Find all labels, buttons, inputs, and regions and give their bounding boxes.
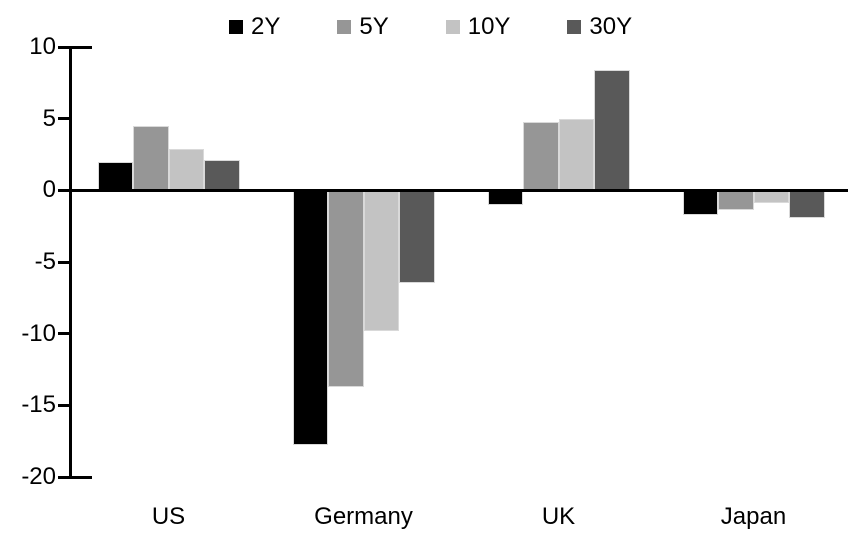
- bar-japan-2y: [682, 188, 718, 215]
- legend-label-30y: 30Y: [589, 13, 633, 40]
- x-axis-label-germany: Germany: [314, 503, 413, 530]
- y-axis-tick-label: 10: [29, 33, 56, 60]
- y-axis-tick: [58, 260, 71, 264]
- bar-japan-5y: [718, 188, 754, 211]
- y-axis-tick-label: -15: [21, 391, 56, 419]
- legend-swatch-10y: [445, 20, 460, 34]
- legend-swatch-5y: [337, 20, 352, 34]
- y-axis-tick-label: -5: [34, 248, 56, 275]
- legend-item-10y: 10Y: [445, 13, 511, 40]
- bar-germany-2y: [292, 188, 328, 446]
- legend-label-10y: 10Y: [467, 13, 511, 40]
- bar-us-5y: [133, 125, 169, 192]
- legend-item-5y: 5Y: [337, 13, 389, 40]
- legend-label-2y: 2Y: [251, 13, 281, 40]
- bar-uk-10y: [558, 118, 594, 192]
- y-axis-tick: [58, 117, 71, 121]
- x-axis-label-uk: UK: [541, 503, 576, 530]
- y-axis-tick-label: -20: [21, 463, 56, 490]
- bar-germany-10y: [363, 188, 399, 331]
- y-axis-tick: [58, 188, 71, 192]
- x-axis-label-us: US: [151, 503, 186, 530]
- y-axis-tick-label: 5: [42, 104, 56, 132]
- zero-axis-line: [58, 188, 848, 192]
- bar-germany-30y: [399, 188, 435, 284]
- y-axis-tick: [58, 403, 71, 407]
- bar-us-2y: [97, 161, 133, 192]
- legend-item-2y: 2Y: [229, 15, 280, 39]
- bar-us-10y: [168, 148, 204, 192]
- x-axis-label-japan: Japan: [720, 503, 787, 530]
- y-axis-tick: [58, 475, 92, 479]
- legend-item-30y: 30Y: [567, 15, 632, 39]
- bar-uk-30y: [594, 69, 630, 192]
- bar-uk-5y: [523, 121, 559, 192]
- bar-japan-30y: [789, 188, 825, 218]
- y-axis-tick: [58, 332, 71, 336]
- legend-swatch-2y: [229, 20, 243, 34]
- y-axis-tick-label: 0: [42, 176, 56, 204]
- bar-us-30y: [204, 160, 240, 192]
- chart-legend: 2Y 5Y 10Y 30Y: [229, 12, 632, 42]
- legend-label-5y: 5Y: [359, 13, 389, 40]
- legend-swatch-30y: [567, 20, 582, 34]
- y-axis-tick: [58, 45, 92, 49]
- bar-germany-5y: [328, 188, 364, 387]
- y-axis-tick-label: -10: [21, 319, 56, 347]
